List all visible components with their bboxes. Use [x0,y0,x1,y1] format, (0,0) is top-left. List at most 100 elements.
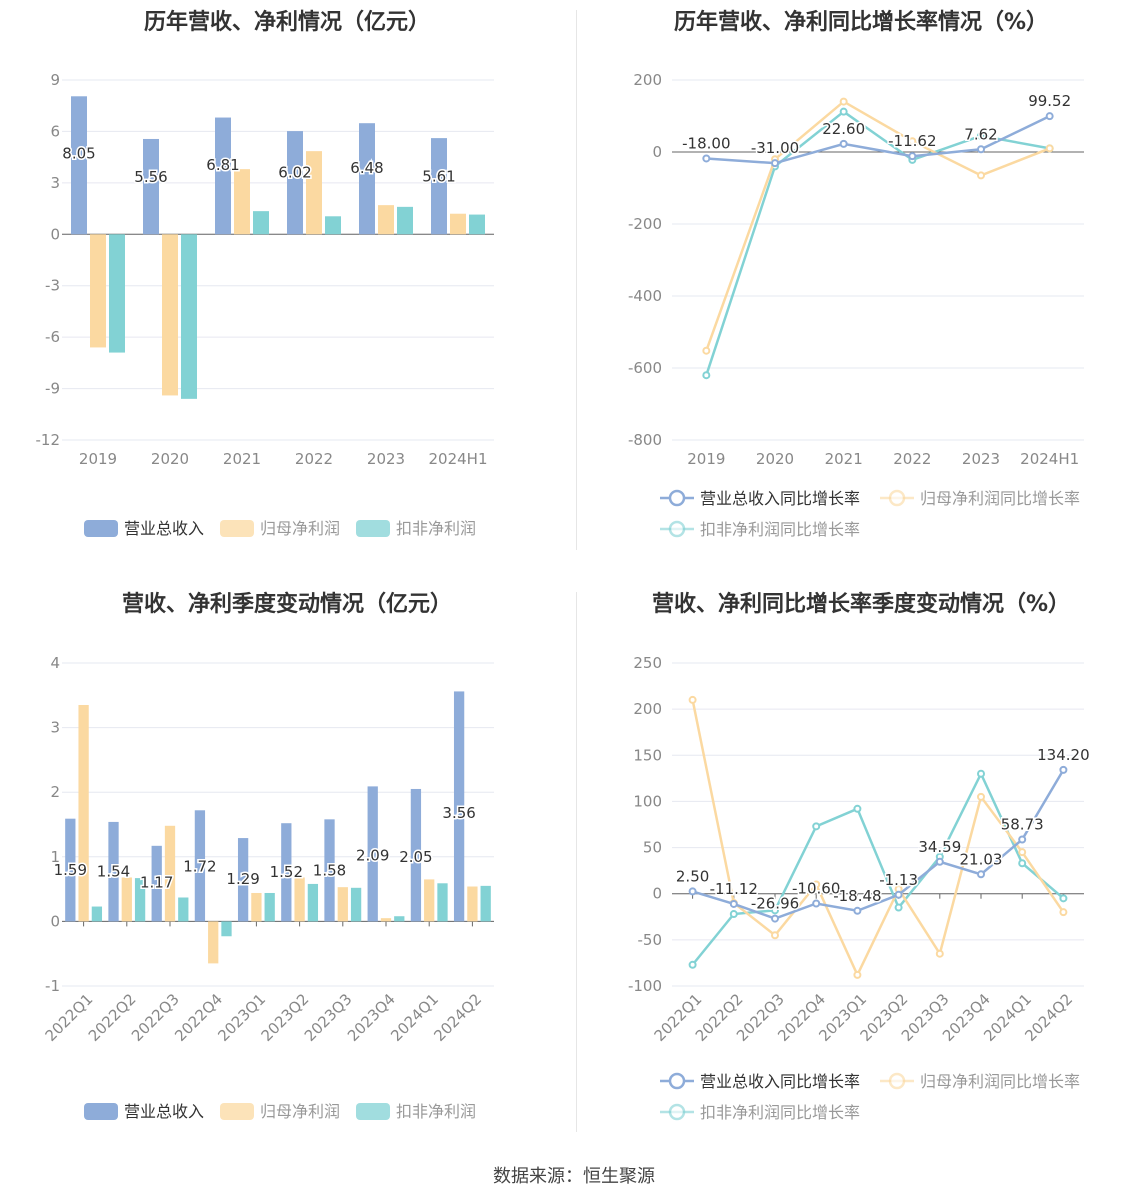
y-tick-label: -400 [628,287,662,305]
chart-title: 营收、净利季度变动情况（亿元） [121,592,452,617]
bar-deducted [134,878,146,922]
y-tick-label: 0 [50,225,60,243]
quarterly-revenue-profit-chart: 43210-12022Q12022Q22022Q32022Q42023Q1202… [42,654,494,1121]
y-tick-label: 6 [50,122,60,140]
line-point [812,880,821,889]
x-tick-label: 2021 [825,450,863,468]
line-point [977,171,985,180]
bar-value-label: 5.56 [134,168,167,186]
line-point [1018,859,1027,868]
bar-deducted [181,234,197,399]
line-value-label: -11.12 [710,880,758,898]
bar-revenue [215,117,231,235]
line-point [977,145,985,154]
x-tick-label: 2020 [151,450,189,468]
bar-revenue [143,138,159,235]
bar-deducted [91,906,103,922]
y-tick-label: 1 [50,848,60,866]
y-tick-label: 250 [633,654,662,672]
bar-netprofit [78,704,89,922]
bar-revenue [108,821,119,922]
y-tick-label: 3 [50,174,60,192]
bar-value-label: 1.58 [313,861,346,879]
legend-label: 扣非净利润 [396,519,476,538]
bar-netprofit [378,205,394,235]
bar-netprofit [251,892,262,922]
bar-netprofit [450,213,466,235]
line-point [853,804,862,813]
bar-revenue [359,123,375,235]
legend-label: 扣非净利润 [396,1102,476,1121]
bar-revenue [65,818,76,922]
y-tick-label: 0 [652,885,662,903]
line-point [702,371,711,380]
y-tick-label: -12 [36,431,61,449]
legend-marker [668,1103,686,1121]
line-point [1018,835,1027,844]
legend-marker [888,489,906,507]
bar-value-label: 6.02 [278,164,311,182]
bar-netprofit [162,234,178,396]
legend-label: 归母净利润同比增长率 [920,1072,1080,1091]
line-point [935,857,944,866]
bar-value-label: 2.05 [399,848,432,866]
bar-deducted [325,216,341,235]
y-tick-label: -1 [45,977,60,995]
line-point [688,887,697,896]
bar-value-label: 6.48 [350,159,383,177]
line-point [771,906,779,915]
y-tick-label: -100 [628,977,662,995]
bar-netprofit [467,886,478,922]
bar-deducted [264,892,275,922]
bar-netprofit [424,879,435,922]
line-point [702,346,711,355]
line-point [729,910,738,919]
line-point [894,903,903,912]
bar-netprofit [380,918,392,922]
line-point [1059,894,1068,903]
line-value-label: 2.50 [676,867,709,885]
line-value-label: 99.52 [1028,92,1071,110]
bar-revenue [453,691,465,922]
bar-value-label: 5.61 [422,167,455,185]
line-point [839,107,848,116]
bar-deducted [178,897,189,922]
bar-netprofit [90,234,106,348]
bar-value-label: 2.09 [356,847,389,865]
line-value-label: -26.96 [751,895,799,913]
bar-deducted [397,206,413,235]
line-point [812,822,821,831]
line-point [688,695,697,704]
quarterly-growth-chart: 250200150100500-50-1002022Q12022Q22022Q3… [628,654,1091,1122]
y-tick-label: -200 [628,215,662,233]
legend-label: 归母净利润同比增长率 [920,489,1080,508]
line-revenue-growth [706,115,1051,165]
line-point [1059,908,1068,917]
line-value-label: -11.62 [888,132,936,150]
legend-marker [668,520,686,538]
line-point [771,931,779,940]
line-point [977,769,985,778]
y-tick-label: -50 [638,931,663,949]
bar-netprofit [164,825,176,922]
legend-label: 营业总收入同比增长率 [700,1072,860,1091]
line-point [853,906,862,915]
line-value-label: 134.20 [1037,746,1090,764]
bar-revenue [281,823,292,922]
line-point [812,899,821,908]
bar-value-label: 6.81 [206,156,239,174]
bar-revenue [324,819,335,922]
legend-swatch [356,1103,390,1120]
legend-marker [668,1072,686,1090]
bar-deducted [307,883,319,922]
line-deducted-growth [705,110,1050,376]
panel-divider-bottom [576,592,577,1132]
y-tick-label: 9 [50,71,60,89]
legend-swatch [84,520,118,537]
annual-revenue-profit-chart: 9 6 3 0 -3 -6 -9 -12 2019 2020 2021 2022 2023 2024H1 8… [36,71,494,538]
legend-marker [668,489,686,507]
data-source: 数据来源：恒生聚源 [493,1166,655,1187]
panel-divider-top [576,10,577,550]
y-tick-label: 0 [50,912,60,930]
line-point [688,960,697,969]
